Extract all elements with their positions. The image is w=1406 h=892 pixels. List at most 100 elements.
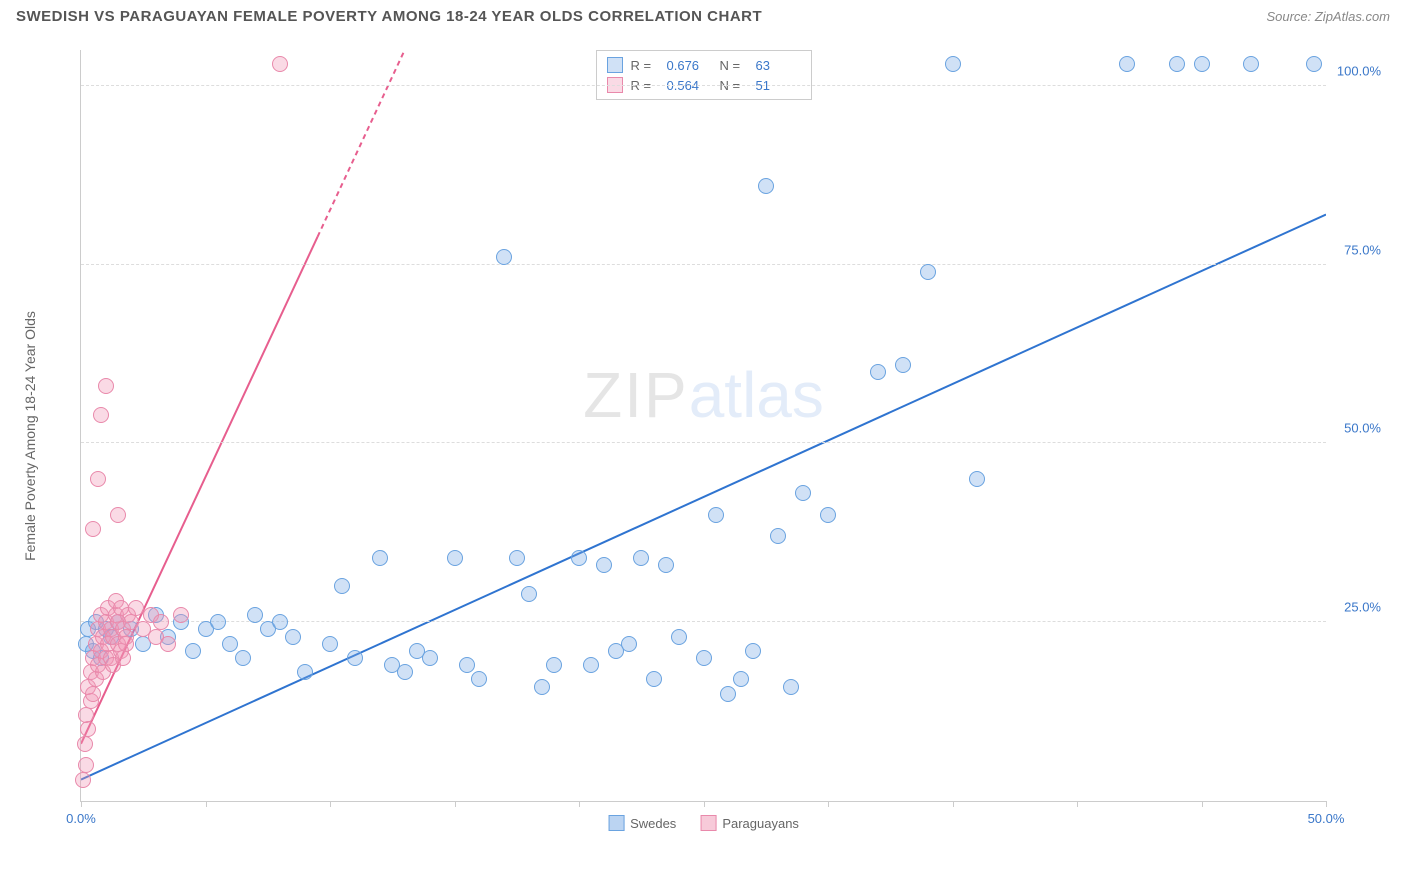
scatter-point bbox=[297, 664, 313, 680]
scatter-point bbox=[118, 636, 134, 652]
scatter-point bbox=[571, 550, 587, 566]
scatter-point bbox=[222, 636, 238, 652]
scatter-point bbox=[583, 657, 599, 673]
scatter-point bbox=[347, 650, 363, 666]
scatter-point bbox=[895, 357, 911, 373]
scatter-point bbox=[733, 671, 749, 687]
stat-legend: R =0.676N =63R =0.564N =51 bbox=[596, 50, 812, 100]
scatter-point bbox=[90, 471, 106, 487]
scatter-point bbox=[658, 557, 674, 573]
scatter-point bbox=[422, 650, 438, 666]
scatter-point bbox=[160, 636, 176, 652]
legend-label: Paraguayans bbox=[722, 816, 799, 831]
scatter-point bbox=[77, 736, 93, 752]
scatter-point bbox=[1119, 56, 1135, 72]
scatter-point bbox=[820, 507, 836, 523]
scatter-point bbox=[945, 56, 961, 72]
scatter-point bbox=[235, 650, 251, 666]
stat-r-value: 0.676 bbox=[667, 58, 712, 73]
scatter-point bbox=[633, 550, 649, 566]
watermark-atlas: atlas bbox=[689, 359, 824, 431]
scatter-point bbox=[397, 664, 413, 680]
scatter-point bbox=[115, 650, 131, 666]
legend-swatch bbox=[607, 57, 623, 73]
x-tick-mark bbox=[1202, 801, 1203, 807]
scatter-point bbox=[870, 364, 886, 380]
x-tick-mark bbox=[330, 801, 331, 807]
x-tick-mark bbox=[579, 801, 580, 807]
scatter-point bbox=[920, 264, 936, 280]
scatter-point bbox=[173, 607, 189, 623]
y-tick-label: 25.0% bbox=[1344, 600, 1381, 615]
scatter-point bbox=[745, 643, 761, 659]
scatter-point bbox=[272, 56, 288, 72]
scatter-point bbox=[272, 614, 288, 630]
watermark-zip: ZIP bbox=[583, 359, 689, 431]
legend-swatch bbox=[700, 815, 716, 831]
y-tick-label: 75.0% bbox=[1344, 242, 1381, 257]
scatter-point bbox=[75, 772, 91, 788]
scatter-point bbox=[621, 636, 637, 652]
x-tick-label: 50.0% bbox=[1308, 811, 1345, 826]
header: SWEDISH VS PARAGUAYAN FEMALE POVERTY AMO… bbox=[0, 0, 1406, 29]
scatter-point bbox=[546, 657, 562, 673]
x-tick-mark bbox=[1077, 801, 1078, 807]
source-label: Source: ZipAtlas.com bbox=[1266, 9, 1390, 24]
plot-area: ZIPatlas R =0.676N =63R =0.564N =51 Swed… bbox=[80, 50, 1326, 802]
scatter-point bbox=[758, 178, 774, 194]
scatter-point bbox=[110, 507, 126, 523]
scatter-point bbox=[185, 643, 201, 659]
y-tick-label: 100.0% bbox=[1337, 63, 1381, 78]
y-tick-label: 50.0% bbox=[1344, 421, 1381, 436]
x-tick-mark bbox=[206, 801, 207, 807]
x-tick-mark bbox=[953, 801, 954, 807]
scatter-point bbox=[708, 507, 724, 523]
scatter-point bbox=[646, 671, 662, 687]
scatter-point bbox=[372, 550, 388, 566]
scatter-point bbox=[1169, 56, 1185, 72]
scatter-point bbox=[85, 686, 101, 702]
scatter-point bbox=[85, 521, 101, 537]
scatter-point bbox=[596, 557, 612, 573]
scatter-point bbox=[671, 629, 687, 645]
legend-swatch bbox=[608, 815, 624, 831]
legend-item: Swedes bbox=[608, 815, 676, 831]
chart-title: SWEDISH VS PARAGUAYAN FEMALE POVERTY AMO… bbox=[16, 8, 762, 25]
scatter-point bbox=[969, 471, 985, 487]
scatter-point bbox=[78, 757, 94, 773]
scatter-point bbox=[334, 578, 350, 594]
scatter-point bbox=[93, 407, 109, 423]
stat-n-label: N = bbox=[720, 58, 748, 73]
legend-item: Paraguayans bbox=[700, 815, 799, 831]
scatter-point bbox=[696, 650, 712, 666]
scatter-point bbox=[783, 679, 799, 695]
x-tick-mark bbox=[704, 801, 705, 807]
stat-n-value: 63 bbox=[756, 58, 801, 73]
chart-container: Female Poverty Among 18-24 Year Olds ZIP… bbox=[60, 40, 1386, 832]
trend-lines bbox=[81, 50, 1326, 801]
x-tick-mark bbox=[81, 801, 82, 807]
gridline-h bbox=[81, 85, 1326, 86]
x-tick-mark bbox=[828, 801, 829, 807]
scatter-point bbox=[795, 485, 811, 501]
x-tick-mark bbox=[455, 801, 456, 807]
scatter-point bbox=[1194, 56, 1210, 72]
series-legend: Swedes Paraguayans bbox=[608, 815, 799, 831]
scatter-point bbox=[1243, 56, 1259, 72]
stat-r-label: R = bbox=[631, 58, 659, 73]
scatter-point bbox=[98, 378, 114, 394]
scatter-point bbox=[770, 528, 786, 544]
stat-legend-row: R = 0.676 N = 63 bbox=[607, 55, 801, 75]
scatter-point bbox=[459, 657, 475, 673]
scatter-point bbox=[509, 550, 525, 566]
scatter-point bbox=[153, 614, 169, 630]
scatter-point bbox=[534, 679, 550, 695]
scatter-point bbox=[78, 707, 94, 723]
scatter-point bbox=[285, 629, 301, 645]
scatter-point bbox=[496, 249, 512, 265]
scatter-point bbox=[80, 721, 96, 737]
gridline-h bbox=[81, 442, 1326, 443]
scatter-point bbox=[521, 586, 537, 602]
gridline-h bbox=[81, 264, 1326, 265]
scatter-point bbox=[128, 600, 144, 616]
